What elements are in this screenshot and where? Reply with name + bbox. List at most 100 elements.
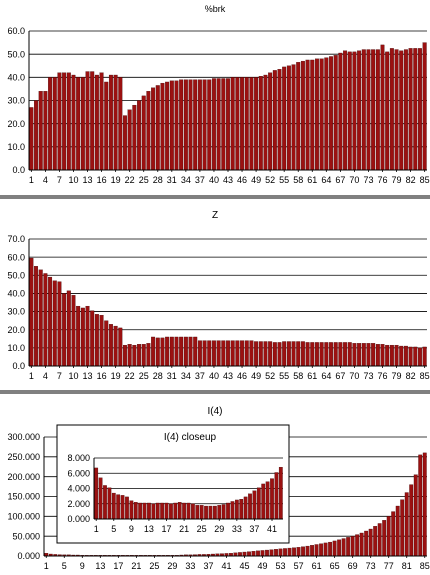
bar — [183, 79, 188, 171]
y-tick-label: 40.0 — [7, 289, 25, 299]
x-tick-label: 85 — [420, 561, 430, 571]
bar — [380, 44, 385, 171]
bar — [221, 340, 226, 367]
x-tick-label: 22 — [125, 371, 135, 381]
bar — [173, 502, 178, 520]
bar — [272, 70, 277, 171]
chart-brk: %brk 0.0 10.0 20.0 30.0 40.0 50.0 60.0 1 4 7 10 13 1… — [7, 4, 429, 185]
x-tick-label: 58 — [293, 371, 303, 381]
bar — [116, 494, 121, 520]
x-tick-label: 10 — [68, 175, 78, 185]
bar — [179, 336, 184, 367]
bar — [240, 77, 245, 171]
bar — [301, 546, 305, 557]
bar — [260, 550, 265, 557]
chart-title: I(4) — [208, 406, 223, 417]
bar — [347, 51, 352, 171]
bar — [310, 342, 315, 367]
y-tick-label: 20.0 — [7, 119, 25, 129]
bar — [422, 346, 427, 367]
x-tick-label: 5 — [62, 561, 67, 571]
bar — [132, 104, 137, 171]
bar — [48, 276, 53, 367]
y-tick-label: 10.0 — [7, 343, 25, 353]
bar — [193, 336, 198, 367]
bar — [366, 343, 371, 367]
bar — [141, 344, 146, 367]
bar — [355, 534, 360, 557]
bar — [107, 487, 112, 520]
bar — [364, 530, 369, 557]
bar — [197, 340, 202, 367]
bar — [174, 336, 179, 367]
bar — [155, 337, 160, 367]
bar — [338, 52, 343, 171]
bar — [368, 528, 373, 557]
y-tick-label: 6.000 — [67, 468, 90, 478]
bar — [216, 78, 221, 171]
bar — [286, 65, 291, 171]
bar — [99, 72, 104, 171]
bar — [254, 341, 259, 367]
x-tick-label: 21 — [131, 561, 141, 571]
x-tick-label: 13 — [83, 175, 93, 185]
x-tick-label: 61 — [312, 561, 322, 571]
x-tick-label: 76 — [378, 371, 388, 381]
bar — [278, 466, 283, 520]
bar — [296, 62, 301, 171]
x-tick-label: 29 — [214, 524, 224, 534]
bar — [249, 340, 254, 367]
bar — [151, 336, 156, 367]
x-tick-label: 55 — [279, 175, 289, 185]
x-tick-label: 82 — [406, 371, 416, 381]
y-tick-label: 50.000 — [12, 531, 40, 541]
bar — [357, 50, 362, 171]
x-tick-label: 61 — [307, 371, 317, 381]
x-tick-label: 4 — [43, 175, 48, 185]
bar — [202, 340, 207, 367]
bar — [177, 502, 182, 520]
bar — [305, 342, 310, 367]
bar — [193, 79, 198, 171]
x-tick-label: 22 — [125, 175, 135, 185]
x-tick-label: 25 — [139, 371, 149, 381]
bar — [310, 545, 315, 557]
bar — [314, 544, 319, 557]
bar — [251, 551, 256, 557]
y-tick-label: 60.0 — [7, 26, 25, 36]
bar — [256, 487, 261, 520]
bar — [291, 341, 296, 367]
bar — [66, 290, 71, 367]
bar — [366, 49, 371, 171]
bar — [263, 341, 268, 367]
bar — [151, 503, 156, 520]
bar — [52, 77, 57, 171]
bar — [399, 345, 404, 367]
x-tick-label: 9 — [129, 524, 134, 534]
bar — [310, 59, 315, 171]
bar — [113, 325, 118, 367]
bar — [235, 77, 240, 171]
x-tick-label: 67 — [335, 371, 345, 381]
bar — [104, 320, 109, 367]
bar — [230, 501, 235, 520]
bar — [300, 341, 305, 367]
bar — [113, 74, 118, 171]
bar — [385, 344, 390, 367]
bar — [174, 80, 179, 171]
bar — [146, 91, 151, 171]
bar — [98, 477, 103, 520]
bar — [382, 520, 387, 557]
bar — [182, 502, 186, 520]
bar — [244, 77, 249, 171]
x-tick-label: 4 — [43, 371, 48, 381]
bar — [118, 327, 123, 367]
bar — [188, 79, 193, 171]
bar — [361, 49, 366, 171]
bar — [76, 305, 81, 367]
x-tick-label: 28 — [153, 175, 163, 185]
bar — [282, 66, 287, 171]
bar — [80, 77, 85, 171]
bar — [179, 79, 184, 171]
bar — [99, 315, 104, 367]
